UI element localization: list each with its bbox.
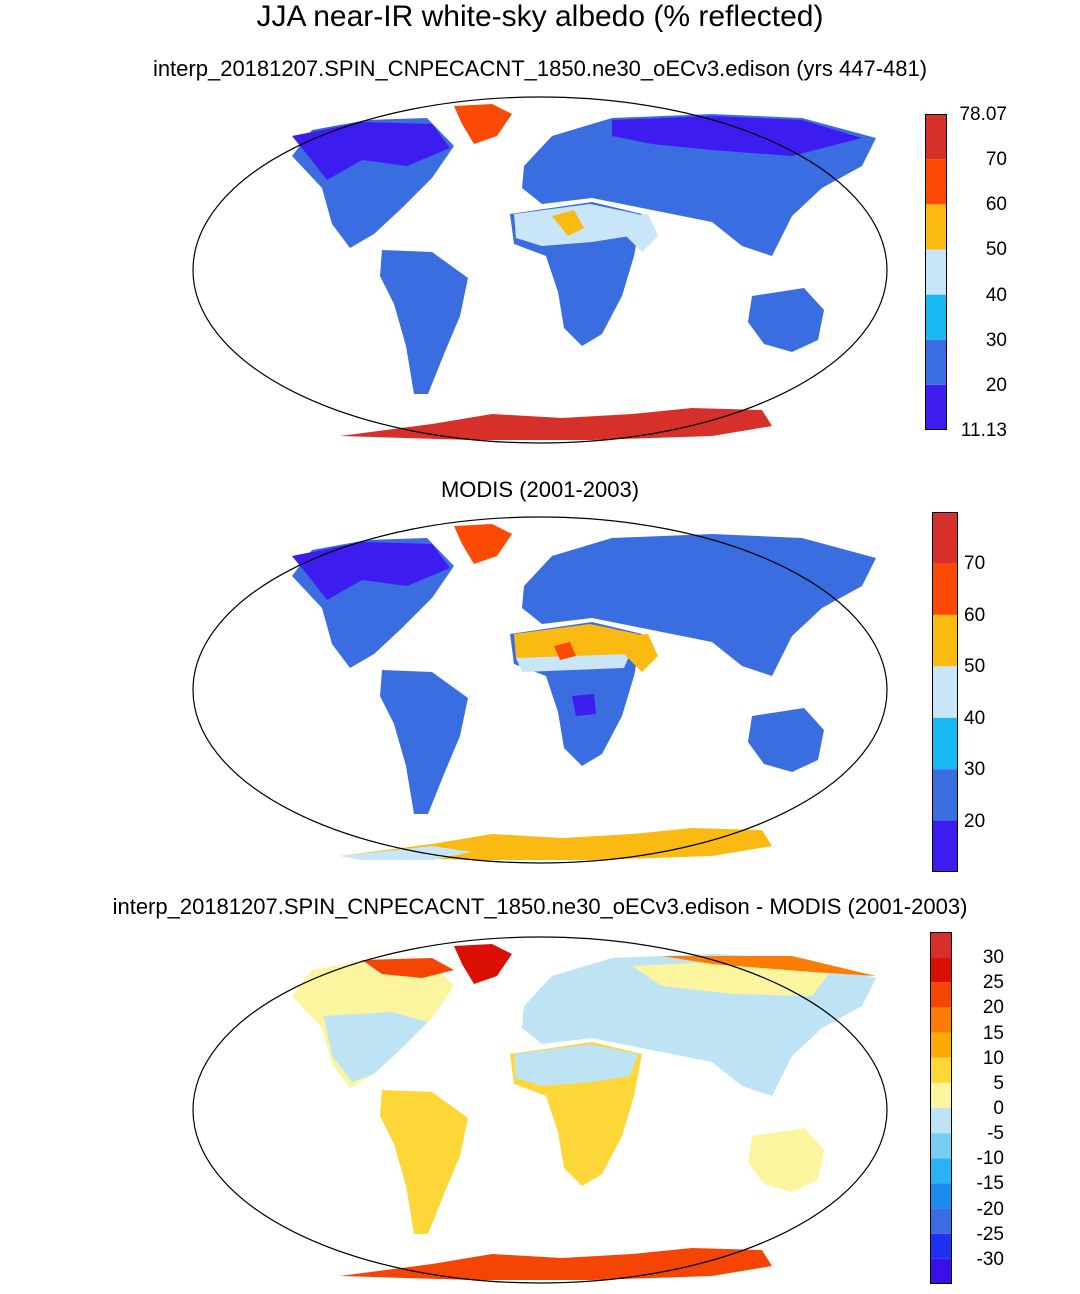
colorbar-label: -15: [976, 1173, 1004, 1195]
colorbar-swatch: [930, 1208, 952, 1234]
colorbar-swatch: [932, 717, 958, 770]
colorbar-label: 10: [982, 1047, 1004, 1069]
colorbar-swatch: [930, 1158, 952, 1184]
model-albedo-map: [192, 96, 888, 444]
colorbar-swatch: [930, 957, 952, 983]
map-outline: [192, 96, 888, 444]
colorbar-label: -5: [987, 1123, 1004, 1145]
colorbar-frame: [925, 114, 947, 430]
colorbar-swatch: [932, 563, 958, 615]
colorbar-swatch: [930, 1133, 952, 1159]
colorbar-swatch: [930, 1007, 952, 1033]
colorbar-swatch: [930, 1183, 952, 1209]
colorbar-swatch: [930, 1057, 952, 1083]
greenland: [454, 104, 512, 144]
colorbar-label: -30: [976, 1248, 1004, 1270]
colorbar-swatch: [925, 294, 947, 340]
colorbar-label: 30: [985, 329, 1007, 351]
land-cells: [292, 104, 876, 440]
colorbar-swatch: [932, 614, 958, 667]
antarctica: [340, 408, 772, 440]
colorbar-swatch: [932, 512, 958, 564]
modis-albedo-map: [192, 516, 888, 864]
colorbar-swatch: [925, 204, 947, 250]
colorbar-label: 78.07: [959, 104, 1007, 125]
canada-arctic: [362, 958, 454, 978]
land-cells: [292, 944, 876, 1280]
sahara-bright: [552, 210, 584, 236]
colorbar-label: 50: [964, 656, 986, 678]
antarctica-coast: [340, 846, 472, 860]
colorbar-swatch: [930, 932, 952, 958]
colorbar-frame: [932, 512, 958, 872]
colorbar-3: [930, 932, 952, 1284]
colorbar-label: 5: [993, 1072, 1004, 1094]
arabia: [618, 634, 658, 672]
panel-2-subtitle: MODIS (2001-2003): [440, 477, 640, 502]
colorbar-swatch: [930, 1258, 952, 1284]
colorbar-1: [925, 114, 947, 430]
colorbar-2: [932, 512, 958, 872]
colorbar-label: -25: [976, 1223, 1004, 1245]
land-cells: [292, 524, 876, 860]
colorbar-swatch: [930, 1032, 952, 1058]
colorbar-swatch: [925, 114, 947, 160]
colorbar-swatch: [932, 769, 958, 821]
panel-3-subtitle: interp_20181207.SPIN_CNPECACNT_1850.ne30…: [112, 894, 968, 919]
colorbar-label: 30: [964, 759, 986, 781]
australia: [748, 708, 824, 772]
colorbar-swatch: [925, 249, 947, 295]
sahel: [516, 654, 630, 672]
colorbar-label: 30: [982, 947, 1004, 969]
colorbar-label: 25: [982, 972, 1004, 994]
colorbar-label: 40: [964, 707, 986, 729]
colorbar-label: 15: [982, 1022, 1004, 1044]
colorbar-label: 60: [964, 604, 986, 626]
colorbar-swatch: [925, 384, 947, 430]
australia: [748, 1128, 824, 1192]
eurasia: [522, 534, 876, 676]
colorbar-frame: [930, 932, 952, 1284]
greenland: [454, 524, 512, 564]
panel-1-subtitle: interp_20181207.SPIN_CNPECACNT_1850.ne30…: [152, 56, 928, 81]
map-outline: [192, 936, 888, 1284]
colorbar-label: 70: [964, 553, 986, 575]
central-africa: [572, 694, 596, 716]
colorbar-swatch: [932, 820, 958, 872]
antarctica: [340, 1248, 772, 1280]
south-america: [380, 1090, 468, 1234]
colorbar-label: 11.13: [960, 420, 1007, 441]
colorbar-label: -20: [976, 1198, 1004, 1220]
colorbar-label: 50: [985, 239, 1007, 261]
siberia: [612, 116, 862, 156]
colorbar-label: 40: [985, 284, 1007, 306]
sahara: [514, 1044, 638, 1086]
colorbar-swatch: [930, 1233, 952, 1259]
south-america: [380, 250, 468, 394]
arabia: [618, 214, 658, 252]
greenland: [454, 944, 512, 984]
colorbar-label: 20: [982, 997, 1004, 1019]
colorbar-swatch: [930, 1082, 952, 1108]
colorbar-label: 20: [964, 810, 986, 832]
colorbar-swatch: [932, 666, 958, 718]
colorbar-swatch: [925, 339, 947, 385]
main-title: JJA near-IR white-sky albedo (% reflecte…: [256, 0, 824, 33]
colorbar-label: 20: [985, 374, 1007, 396]
canada-north: [292, 122, 450, 180]
australia: [748, 288, 824, 352]
colorbar-label: 70: [985, 149, 1007, 171]
sahara-bright: [554, 642, 576, 660]
colorbar-label: 60: [985, 194, 1007, 216]
colorbar-swatch: [930, 982, 952, 1008]
usa: [324, 1012, 428, 1082]
colorbar-label: -10: [976, 1148, 1004, 1170]
colorbar-swatch: [930, 1108, 952, 1134]
colorbar-swatch: [925, 159, 947, 205]
difference-map: [192, 936, 888, 1284]
south-america: [380, 670, 468, 814]
colorbar-label: 0: [993, 1098, 1004, 1119]
map-outline: [192, 516, 888, 864]
canada-north: [292, 542, 450, 600]
